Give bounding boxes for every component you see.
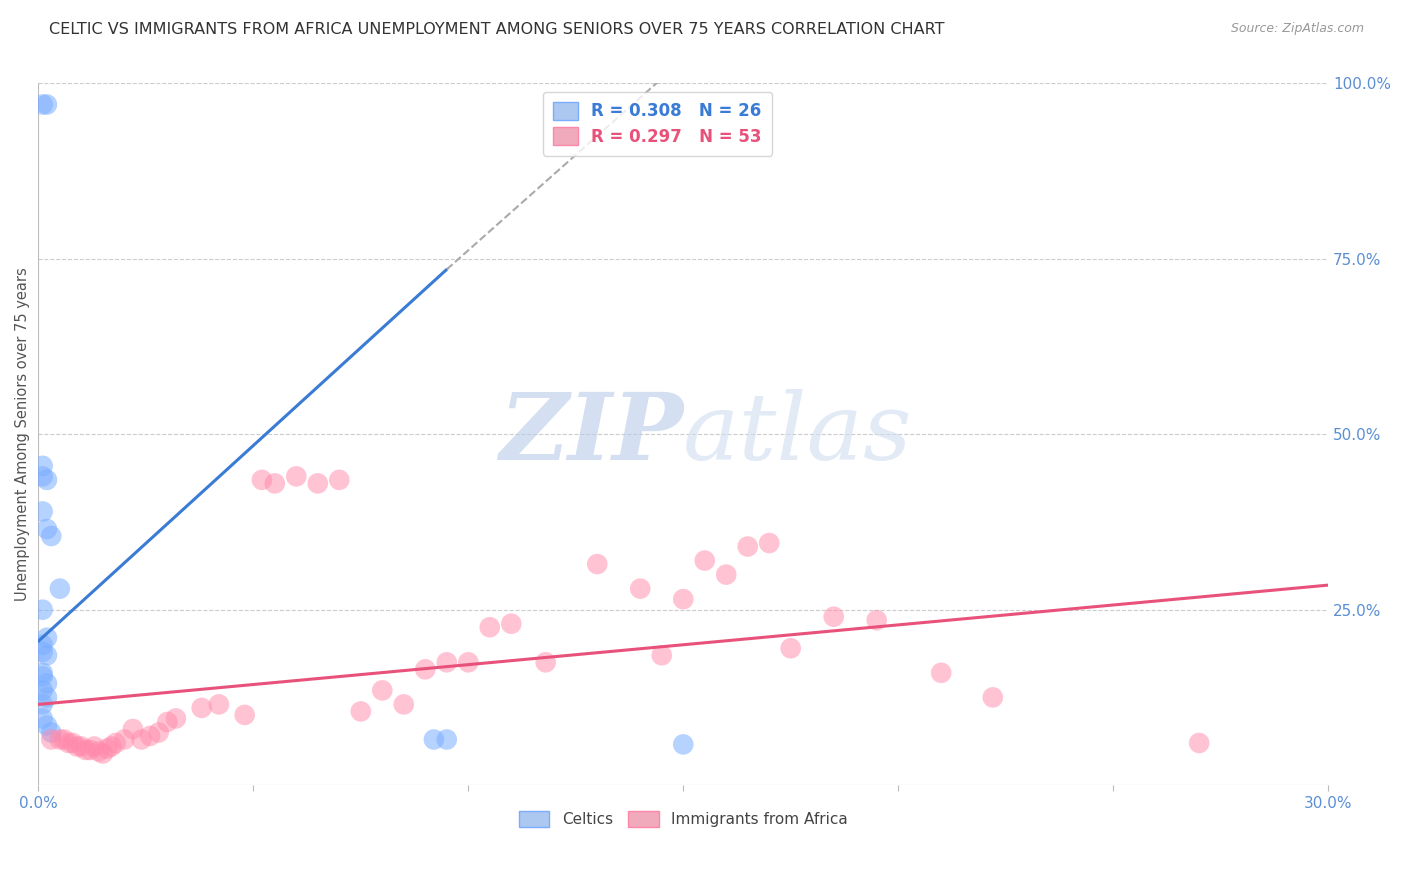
Point [62,736,84,750]
Point [39,529,62,543]
Point [66,739,89,754]
Point [457,655,479,669]
Point [100,739,122,754]
Point [35,676,58,690]
Point [208,698,231,712]
Point [478,620,501,634]
Point [31,683,53,698]
Point [307,476,329,491]
Point [328,473,350,487]
Point [436,732,458,747]
Point [423,732,446,747]
Point [929,665,952,680]
Point [250,473,273,487]
Point [131,732,153,747]
Point [112,732,135,747]
Point [716,567,738,582]
Point [156,714,179,729]
Point [672,592,695,607]
Point [31,504,53,518]
Point [233,707,256,722]
Point [190,701,212,715]
Point [35,473,58,487]
Text: CELTIC VS IMMIGRANTS FROM AFRICA UNEMPLOYMENT AMONG SENIORS OVER 75 YEARS CORREL: CELTIC VS IMMIGRANTS FROM AFRICA UNEMPLO… [49,22,945,37]
Point [413,662,436,676]
Point [672,738,695,752]
Text: atlas: atlas [683,389,912,479]
Point [79,743,101,757]
Point [35,718,58,732]
Legend: Celtics, Immigrants from Africa: Celtics, Immigrants from Africa [513,805,853,834]
Point [981,690,1004,705]
Point [31,698,53,712]
Point [122,722,145,736]
Point [75,743,97,757]
Point [737,540,759,554]
Point [31,711,53,725]
Point [392,698,415,712]
Point [779,641,801,656]
Point [31,469,53,483]
Point [31,645,53,659]
Point [91,747,114,761]
Point [586,557,609,571]
Point [96,741,118,756]
Point [35,648,58,663]
Point [866,613,889,627]
Point [31,602,53,616]
Point [35,522,58,536]
Point [49,732,72,747]
Point [49,582,72,596]
Point [823,609,845,624]
Point [628,582,651,596]
Point [58,736,80,750]
Point [693,553,716,567]
Point [31,669,53,683]
Point [501,616,523,631]
Point [436,655,458,669]
Point [39,732,62,747]
Point [758,536,780,550]
Point [35,631,58,645]
Point [31,665,53,680]
Y-axis label: Unemployment Among Seniors over 75 years: Unemployment Among Seniors over 75 years [15,268,30,601]
Point [39,725,62,739]
Point [53,732,76,747]
Point [70,739,93,754]
Text: Source: ZipAtlas.com: Source: ZipAtlas.com [1230,22,1364,36]
Point [83,739,105,754]
Point [651,648,673,663]
Point [371,683,394,698]
Point [31,97,53,112]
Point [165,711,187,725]
Point [87,744,110,758]
Point [35,690,58,705]
Point [35,97,58,112]
Text: ZIP: ZIP [499,389,683,479]
Point [31,458,53,473]
Point [104,736,127,750]
Point [139,729,162,743]
Point [31,638,53,652]
Point [148,725,170,739]
Point [285,469,308,483]
Point [350,705,373,719]
Point [1188,736,1211,750]
Point [534,655,557,669]
Point [263,476,285,491]
